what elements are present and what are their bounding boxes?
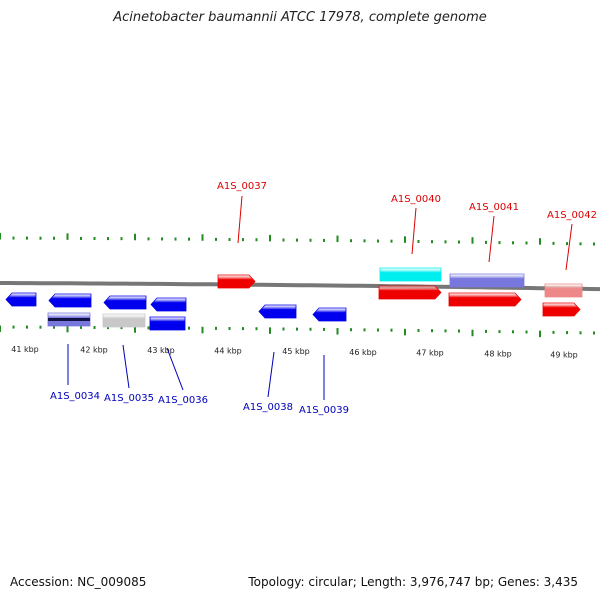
gene-a1s-0039-arrow[interactable] [312, 307, 347, 322]
gene-a1s-0037-label[interactable]: A1S_0037 [217, 181, 267, 192]
gene-a1s-0036-arrow[interactable] [149, 316, 186, 331]
gene-a1s-0035-arrow[interactable] [103, 295, 147, 310]
gene-a1s-0041-arrow[interactable] [449, 273, 525, 288]
gene-a1s-0034-stripe [48, 318, 90, 321]
gene-a1s-0041-leader [488, 215, 495, 263]
kbp-label: 43 kbp [147, 346, 175, 355]
gene-a1s-0035-label[interactable]: A1S_0035 [104, 393, 154, 404]
genome-title: Acinetobacter baumannii ATCC 17978, comp… [113, 10, 487, 25]
topology-label: Topology: circular; Length: 3,976,747 bp… [248, 575, 578, 589]
gene-a1s-0034-arrow[interactable] [5, 292, 37, 307]
kbp-label: 46 kbp [349, 348, 377, 357]
gene-a1s-0034-label[interactable]: A1S_0034 [50, 391, 100, 402]
gene-a1s-0039-label[interactable]: A1S_0039 [299, 405, 349, 416]
gene-a1s-0038-leader [267, 351, 275, 398]
gene-a1s-0040-label[interactable]: A1S_0040 [391, 194, 441, 205]
kbp-label: 48 kbp [484, 350, 512, 359]
gene-a1s-0042-label[interactable]: A1S_0042 [547, 210, 597, 221]
kbp-label: 42 kbp [80, 345, 108, 354]
gene-a1s-0036-leader [166, 347, 184, 391]
gene-a1s-0035-arrow[interactable] [102, 313, 146, 328]
gene-a1s-0042-arrow[interactable] [544, 283, 583, 298]
accession-label: Accession: NC_009085 [10, 575, 147, 589]
kbp-label: 41 kbp [11, 345, 39, 354]
gene-a1s-0036-arrow[interactable] [150, 297, 187, 312]
gene-a1s-0038-arrow[interactable] [258, 304, 297, 319]
kbp-label: 49 kbp [550, 351, 578, 360]
gene-a1s-0037-arrow[interactable] [217, 274, 256, 289]
gene-a1s-0041-label[interactable]: A1S_0041 [469, 202, 519, 213]
gene-a1s-0042-arrow[interactable] [542, 302, 581, 317]
gene-a1s-0038-label[interactable]: A1S_0038 [243, 402, 293, 413]
gene-a1s-0040-leader [411, 207, 417, 255]
gene-a1s-0034-arrow[interactable] [48, 293, 92, 308]
gene-a1s-0036-label[interactable]: A1S_0036 [158, 395, 208, 406]
gene-a1s-0037-leader [237, 195, 243, 244]
kbp-label: 44 kbp [214, 346, 242, 355]
kbp-label: 45 kbp [282, 347, 310, 356]
gene-a1s-0042-leader [565, 223, 573, 271]
genome-backbone [0, 281, 600, 292]
gene-a1s-0035-leader [122, 344, 130, 389]
gene-a1s-0040-arrow[interactable] [379, 267, 442, 282]
gene-a1s-0041-arrow[interactable] [448, 292, 522, 307]
gene-a1s-0040-arrow[interactable] [378, 285, 442, 300]
kbp-label: 47 kbp [416, 349, 444, 358]
